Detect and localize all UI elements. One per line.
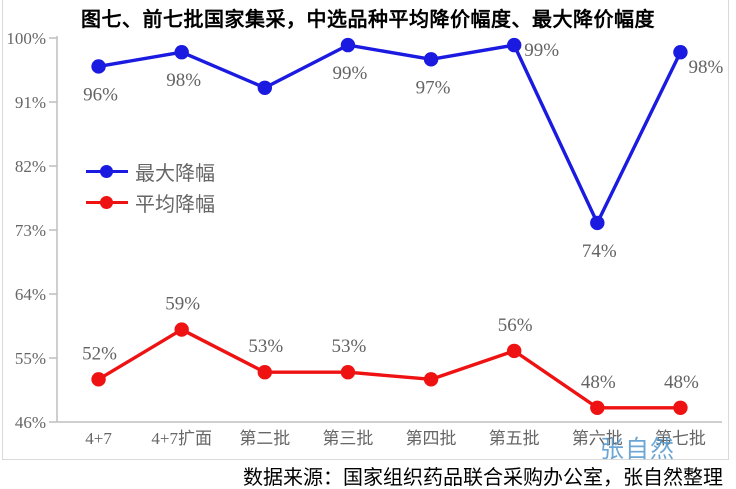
y-tick-label: 91% [15, 93, 46, 112]
x-category-label: 第七批 [655, 429, 706, 448]
data-label: 48% [581, 372, 616, 393]
chart-title: 图七、前七批国家集采，中选品种平均降价幅度、最大降价幅度 [81, 9, 655, 31]
data-point [91, 372, 106, 387]
legend-avg-dot-icon [100, 195, 113, 209]
series-line-max [98, 43, 682, 225]
x-category-label: 第二批 [239, 429, 290, 448]
chart-border [2, 0, 729, 460]
legend-max-label: 最大降幅 [135, 162, 215, 185]
data-label: 52% [82, 343, 117, 364]
data-label: 99% [524, 40, 559, 61]
data-point [673, 45, 688, 60]
y-tick-label: 100% [6, 29, 46, 48]
y-tick-label: 55% [15, 349, 46, 368]
legend-avg-line-icon [86, 195, 128, 209]
data-label: 56% [498, 315, 533, 336]
y-tick-label: 73% [15, 221, 46, 240]
x-category-label: 第四批 [406, 429, 457, 448]
data-label: 53% [248, 336, 283, 357]
data-label: 48% [664, 372, 699, 393]
legend-item-max: 最大降幅 [86, 160, 215, 185]
data-point [257, 365, 273, 380]
data-point [423, 372, 439, 387]
x-category-label: 第五批 [489, 429, 540, 448]
data-label: 99% [333, 63, 368, 84]
legend-avg-label: 平均降幅 [135, 193, 215, 216]
data-point [340, 37, 356, 53]
data-point [174, 45, 189, 60]
data-point [91, 59, 106, 74]
x-category-label: 第六批 [572, 429, 623, 448]
data-point [590, 215, 605, 231]
y-tick-label: 46% [15, 413, 46, 432]
legend-max-line-icon [86, 164, 128, 178]
source-note: 数据来源：国家组织药品联合采购办公室，张自然整理 [243, 467, 723, 489]
legend-max-dot-icon [100, 164, 113, 178]
data-point [423, 52, 439, 67]
series-line-avg [97, 327, 681, 410]
data-point [590, 400, 605, 415]
data-point [340, 365, 356, 380]
data-label: 98% [688, 57, 723, 78]
data-label: 96% [83, 84, 118, 105]
legend-item-avg: 平均降幅 [86, 191, 215, 216]
data-point [673, 400, 688, 415]
data-label: 97% [416, 77, 451, 98]
x-category-label: 第三批 [322, 429, 373, 448]
data-point [506, 37, 522, 53]
data-label: 59% [165, 294, 200, 315]
data-label: 53% [332, 336, 367, 357]
data-label: 98% [166, 70, 201, 91]
y-tick-label: 64% [15, 285, 46, 304]
y-tick-label: 82% [15, 157, 46, 176]
x-category-label: 4+7扩面 [151, 429, 212, 448]
data-point [257, 80, 273, 95]
data-label: 74% [582, 241, 617, 262]
x-category-label: 4+7 [85, 429, 112, 448]
data-point [506, 343, 522, 359]
legend: 最大降幅 平均降幅 [86, 160, 215, 222]
data-point [174, 322, 189, 337]
watermark: 张自然 [600, 437, 675, 463]
